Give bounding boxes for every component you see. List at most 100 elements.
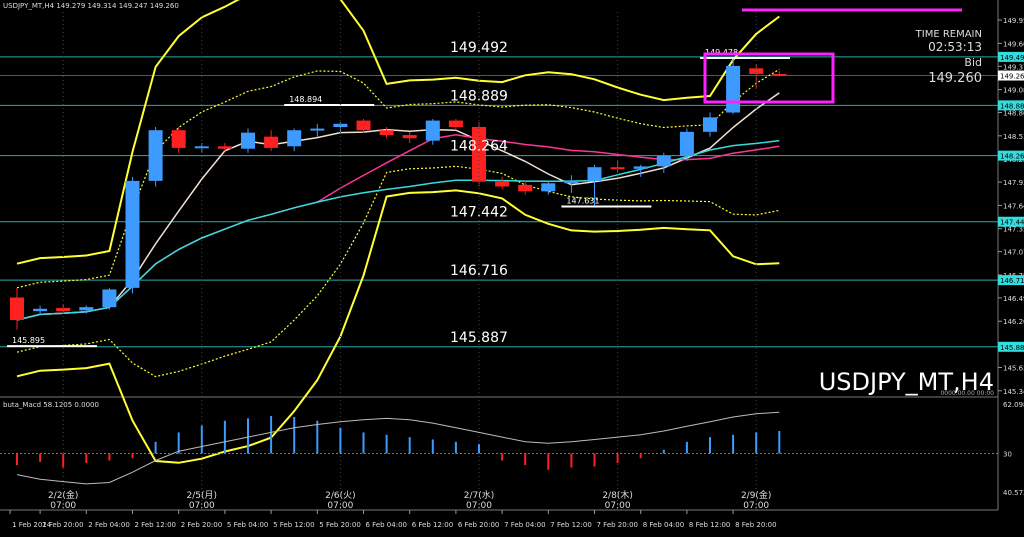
price-axis-label: 149.660 [1003, 40, 1024, 48]
candle [356, 118, 371, 133]
price-axis-label: 147.355 [1003, 226, 1024, 234]
price-tag-bg [998, 51, 1024, 62]
candle-body [656, 155, 671, 167]
candle [772, 71, 787, 77]
price-tag-bg [998, 341, 1024, 352]
day-date: 2/9(金) [741, 489, 772, 501]
price-tag-text: 149.492 [1000, 54, 1024, 62]
highlight-box [703, 52, 835, 104]
bid-value: 149.260 [928, 71, 982, 86]
day-date: 2/7(水) [464, 489, 495, 501]
day-date: 2/2(金) [48, 489, 79, 501]
candle [379, 127, 394, 139]
candle [264, 130, 279, 152]
price-tag-text: 148.889 [1000, 102, 1024, 110]
day-time: 07:00 [189, 501, 215, 511]
band-lower-outer [16, 189, 780, 464]
bollinger-bands [16, 0, 780, 464]
candle [33, 305, 48, 316]
price-tag-bg [998, 216, 1024, 227]
candle-body [379, 130, 394, 136]
candle [148, 127, 163, 187]
macd-panel: buta_Macd 58.1205 0.0000 62.0987 30 40.5735 [0, 401, 1024, 497]
time-axis-label: 7 Feb 20:00 [597, 521, 638, 529]
price-axis-label: 148.800 [1003, 110, 1024, 118]
level-label: 148.264 [450, 139, 508, 155]
ma-fast [16, 92, 780, 321]
price-axis-label: 148.510 [1003, 133, 1024, 141]
time-axis-label: 5 Feb 04:00 [227, 521, 268, 529]
price-tag-bg [998, 100, 1024, 111]
candle-body [587, 167, 602, 181]
candle [726, 57, 741, 115]
level-label: 146.716 [450, 263, 508, 279]
candle-body [241, 132, 255, 149]
time-axis-label: 6 Feb 04:00 [366, 521, 407, 529]
candle [125, 176, 140, 294]
price-axis-label: 146.205 [1003, 318, 1024, 326]
candle-body [56, 307, 71, 312]
bottom-info: 0000.00.00 00:00 [940, 390, 994, 397]
price-tag-text: 148.264 [1000, 153, 1024, 161]
candle [656, 152, 671, 173]
price-tag-text: 146.716 [1000, 277, 1024, 285]
candles [10, 57, 787, 330]
macd-signal-line [16, 411, 780, 485]
candle [102, 287, 117, 310]
swing-label: 147.631 [566, 197, 599, 206]
candle [217, 143, 232, 152]
time-axis-label: 5 Feb 12:00 [273, 521, 314, 529]
candle-body [217, 146, 232, 149]
candle-body [518, 184, 533, 192]
day-date: 2/5(月) [187, 490, 218, 501]
moving-averages [16, 92, 780, 321]
symbol-label: USDJPY_MT,H4 [819, 368, 994, 396]
price-axis-label: 147.645 [1003, 202, 1024, 210]
time-axis-label: 2 Feb 12:00 [135, 521, 176, 529]
time-axis-label: 2 Feb 20:00 [181, 521, 222, 529]
price-tag-text: 147.442 [1000, 219, 1024, 227]
swing-label: 145.895 [12, 336, 45, 345]
horizontal-levels [0, 56, 998, 348]
candle [587, 164, 602, 207]
candle [402, 131, 417, 144]
candle [79, 305, 94, 314]
candle [241, 128, 255, 153]
candle-body [79, 307, 94, 311]
price-axis-label: 149.375 [1003, 63, 1024, 71]
candle-body [125, 180, 140, 288]
macd-axis-label: 30 [1003, 451, 1012, 459]
swing-label: 148.894 [289, 95, 322, 104]
candle-body [264, 136, 279, 148]
day-time: 07:00 [605, 501, 631, 511]
candle [10, 287, 24, 330]
ma-slow [16, 139, 780, 321]
time-axis-label: 1 Feb 20:00 [42, 521, 83, 529]
day-time: 07:00 [327, 501, 353, 511]
candle [171, 127, 186, 153]
macd-label: buta_Macd 58.1205 0.0000 [3, 401, 99, 409]
candle [287, 128, 302, 152]
day-time: 07:00 [743, 501, 769, 511]
price-tag-bg [998, 70, 1024, 81]
candle-body [726, 65, 741, 113]
candle-body [310, 128, 325, 131]
price-tag-bg [998, 275, 1024, 286]
candle [518, 180, 533, 195]
candle [333, 122, 348, 133]
time-axis-label: 8 Feb 20:00 [735, 521, 776, 529]
candle-body [402, 135, 417, 139]
window-title: USDJPY_MT,H4 149.279 149.314 149.247 149… [3, 2, 179, 10]
candle-body [287, 130, 302, 147]
candle [541, 180, 556, 195]
price-axis-label: 149.085 [1003, 87, 1024, 95]
candle-body [425, 120, 440, 141]
price-axis-label: 147.070 [1003, 249, 1024, 257]
macd-axis-label: 62.0987 [1003, 401, 1024, 409]
candle-body [749, 68, 764, 74]
price-axis-label: 145.630 [1003, 364, 1024, 372]
candle-body [33, 308, 48, 312]
band-upper-outer [16, 0, 780, 265]
candle-body [772, 74, 787, 77]
band-lower-inner [16, 165, 780, 378]
